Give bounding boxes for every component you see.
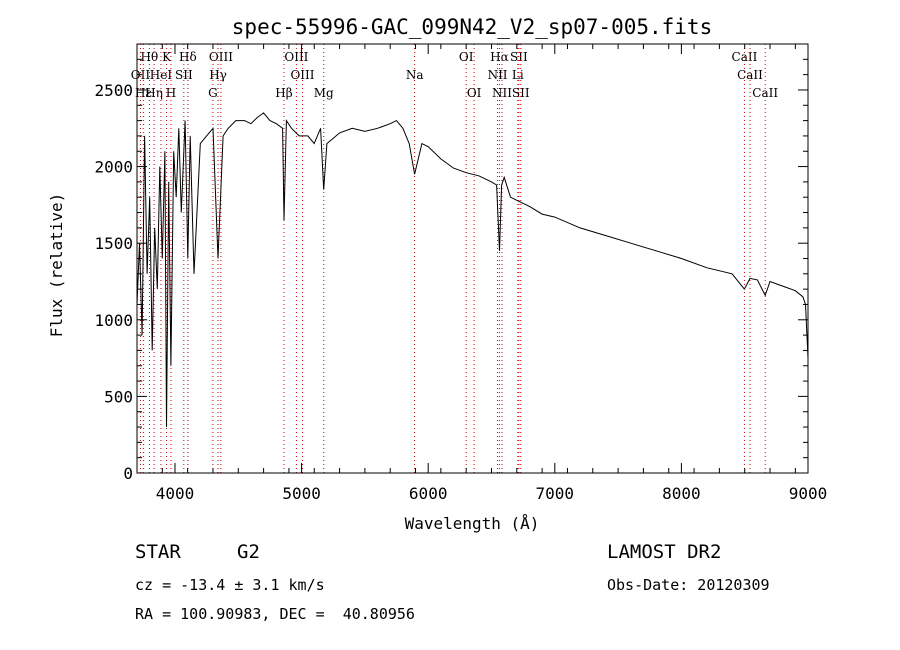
line-marker-label: OI xyxy=(459,50,474,64)
line-marker-label: OIII xyxy=(284,50,308,64)
line-marker-label: H xyxy=(166,86,176,100)
x-tick-label: 7000 xyxy=(536,484,575,503)
velocity-readout: cz = -13.4 ± 3.1 km/s xyxy=(135,576,325,594)
spectrum-chart: spec-55996-GAC_099N42_V2_sp07-005.fits H… xyxy=(47,15,828,533)
chart-title: spec-55996-GAC_099N42_V2_sp07-005.fits xyxy=(232,15,712,39)
spectrum-line xyxy=(136,112,809,428)
line-marker-label: Hη xyxy=(145,86,163,100)
line-marker-label: Hβ xyxy=(275,86,292,100)
x-tick-label: 5000 xyxy=(282,484,321,503)
x-tick-label: 8000 xyxy=(662,484,701,503)
line-marker-label: Hα xyxy=(490,50,509,64)
y-axis-label: Flux (relative) xyxy=(47,193,66,338)
line-marker-label: CaII xyxy=(737,68,763,82)
y-tick-label: 2500 xyxy=(94,81,133,100)
line-marker-label: OIII xyxy=(290,68,314,82)
x-axis-label: Wavelength (Å) xyxy=(405,514,540,533)
line-marker-label: Na xyxy=(406,68,424,82)
y-tick-label: 2000 xyxy=(94,158,133,177)
line-marker-label: OI xyxy=(467,86,482,100)
line-marker-label: CaII xyxy=(752,86,778,100)
y-tick-label: 1000 xyxy=(94,311,133,330)
x-tick-label: 4000 xyxy=(156,484,195,503)
line-marker-label: SII xyxy=(512,86,530,100)
y-axis: 0 500 1000 1500 2000 2500 xyxy=(94,58,808,483)
line-marker-label: Hδ xyxy=(179,50,197,64)
object-class: STAR xyxy=(135,541,181,563)
line-marker-label: SII xyxy=(175,68,193,82)
survey-name: LAMOST DR2 xyxy=(607,541,722,563)
plot-frame xyxy=(136,43,809,474)
line-marker-label: NII xyxy=(492,86,512,100)
x-tick-label: 6000 xyxy=(409,484,448,503)
line-marker-label: SII xyxy=(510,50,528,64)
x-axis: 4000 5000 6000 7000 8000 9000 xyxy=(136,44,828,503)
line-marker-label: HeI xyxy=(150,68,173,82)
line-marker-label: CaII xyxy=(732,50,758,64)
line-marker-label: Li xyxy=(512,68,524,82)
line-marker-label: G xyxy=(208,86,218,100)
object-subclass: G2 xyxy=(237,541,260,563)
line-marker-label: Mg xyxy=(314,86,334,100)
y-tick-label: 0 xyxy=(123,464,133,483)
y-tick-label: 1500 xyxy=(94,234,133,253)
observation-date: Obs-Date: 20120309 xyxy=(607,576,770,594)
line-marker-label: NII xyxy=(488,68,508,82)
coordinates-readout: RA = 100.90983, DEC = 40.80956 xyxy=(135,605,415,623)
y-tick-label: 500 xyxy=(104,387,133,406)
x-tick-label: 9000 xyxy=(789,484,828,503)
line-marker-label: Hγ xyxy=(209,68,227,82)
line-marker-label: OIII xyxy=(209,50,233,64)
line-marker-label: K xyxy=(162,50,172,64)
